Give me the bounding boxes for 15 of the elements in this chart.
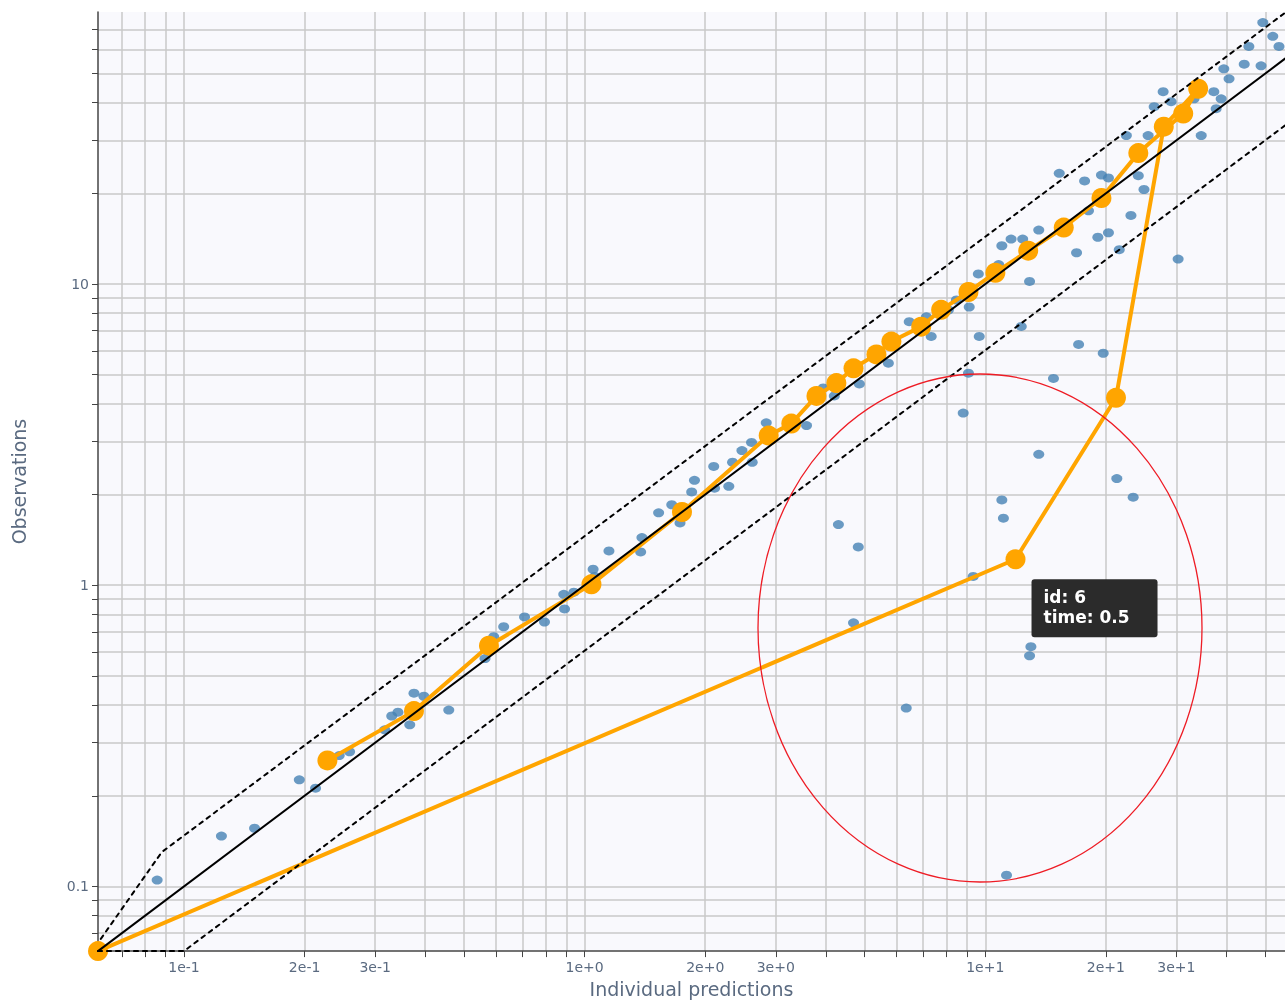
x-tick-label: 3e+1 — [1157, 959, 1196, 976]
x-tick-label: 2e-1 — [288, 959, 321, 976]
y-axis-title: Observations — [7, 418, 30, 545]
x-tick-label: 2e+1 — [1086, 959, 1125, 976]
x-tick-label: 1e+0 — [565, 959, 604, 976]
x-tick-label: 2e+0 — [686, 959, 725, 976]
x-tick-label: 3e+0 — [756, 959, 795, 976]
x-tick-label: 1e+1 — [966, 959, 1005, 976]
x-axis-title: Individual predictions — [589, 977, 794, 1000]
y-tick-label: 0.1 — [66, 878, 89, 895]
x-tick-label: 3e-1 — [359, 959, 391, 976]
x-tick-label: 1e-1 — [168, 959, 200, 976]
y-tick-label: 1 — [80, 577, 89, 594]
y-tick-label: 10 — [71, 276, 89, 293]
annotation: id: 6 time: 0.5 — [1043, 587, 1130, 628]
